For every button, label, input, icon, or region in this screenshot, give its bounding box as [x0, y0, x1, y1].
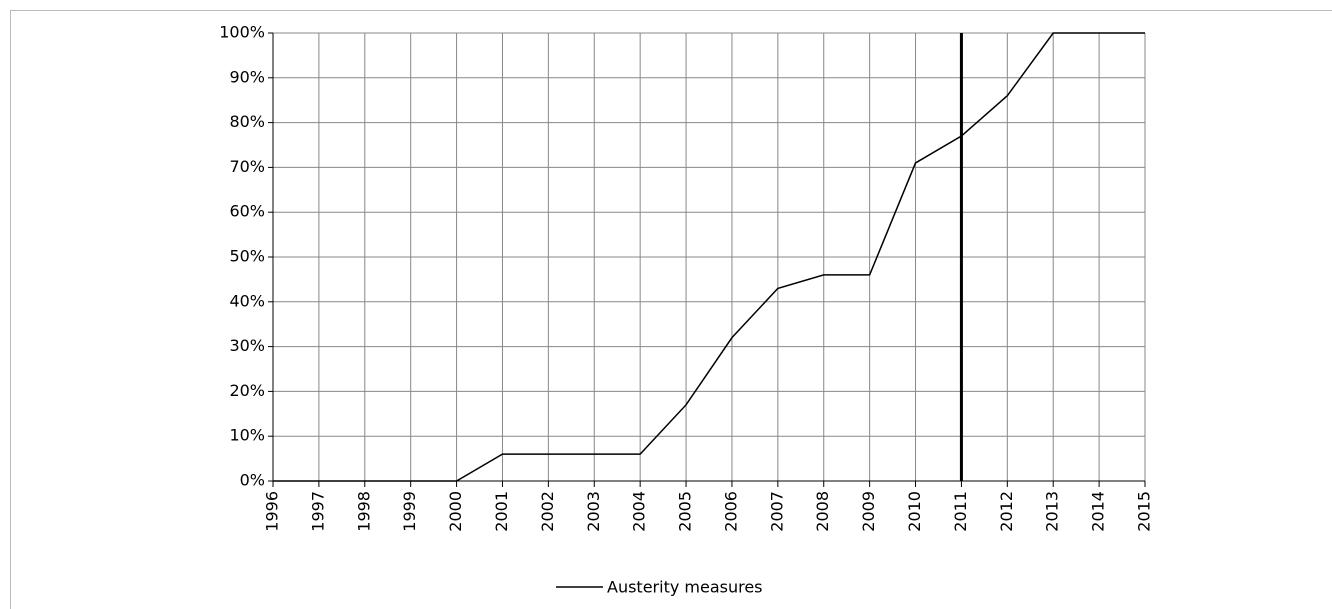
y-tick-label: 100%: [219, 23, 265, 42]
x-tick-label: 2012: [997, 491, 1016, 532]
y-tick-label: 10%: [229, 426, 265, 445]
y-tick-label: 40%: [229, 291, 265, 310]
x-tick-label: 2002: [538, 491, 557, 532]
y-tick-label: 30%: [229, 336, 265, 355]
x-tick-label: 2006: [721, 491, 740, 532]
y-tick-label: 70%: [229, 157, 265, 176]
x-tick-label: 2010: [905, 491, 924, 532]
chart-frame: [10, 10, 1332, 609]
x-tick-label: 2005: [676, 491, 695, 532]
y-tick-label: 80%: [229, 112, 265, 131]
y-tick-label: 20%: [229, 381, 265, 400]
x-tick-label: 1998: [354, 491, 373, 532]
y-tick-label: 90%: [229, 67, 265, 86]
x-tick-label: 2008: [813, 491, 832, 532]
x-tick-label: 2007: [767, 491, 786, 532]
x-tick-label: 2015: [1135, 491, 1154, 532]
legend-label: Austerity measures: [607, 578, 763, 597]
x-tick-label: 2014: [1089, 491, 1108, 532]
x-tick-label: 2009: [859, 491, 878, 532]
x-tick-label: 2003: [584, 491, 603, 532]
x-tick-label: 1996: [263, 491, 282, 532]
x-tick-label: 2004: [630, 491, 649, 532]
line-series: [273, 32, 1145, 482]
x-tick-label: 2013: [1043, 491, 1062, 532]
y-tick-label: 60%: [229, 202, 265, 221]
x-tick-label: 1999: [400, 491, 419, 532]
x-tick-label: 2001: [492, 491, 511, 532]
x-tick-label: 2000: [446, 491, 465, 532]
x-tick-label: 2011: [951, 491, 970, 532]
y-tick-label: 0%: [240, 471, 265, 490]
x-tick-label: 1997: [308, 491, 327, 532]
y-tick-label: 50%: [229, 247, 265, 266]
